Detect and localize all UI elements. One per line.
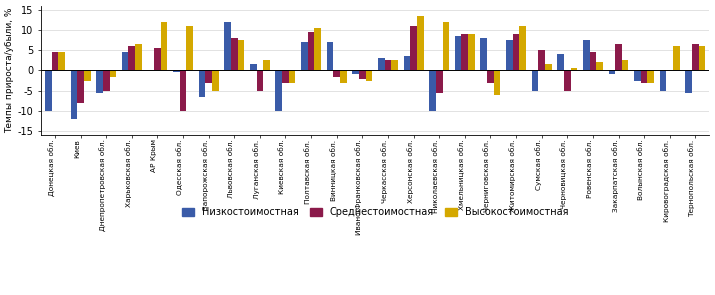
Bar: [135, 44, 142, 71]
Bar: [513, 34, 519, 71]
Bar: [109, 71, 116, 76]
Bar: [506, 40, 513, 71]
Bar: [333, 71, 340, 76]
Bar: [641, 71, 648, 83]
Bar: [122, 52, 129, 71]
Bar: [538, 50, 545, 71]
Bar: [179, 71, 187, 111]
Bar: [634, 71, 641, 81]
Bar: [622, 60, 628, 71]
Bar: [686, 71, 692, 93]
Bar: [327, 42, 333, 71]
Bar: [410, 26, 417, 71]
Bar: [71, 71, 77, 119]
Bar: [187, 26, 193, 71]
Bar: [275, 71, 282, 111]
Bar: [199, 71, 205, 97]
Bar: [225, 22, 231, 71]
Bar: [257, 71, 263, 91]
Bar: [532, 71, 538, 91]
Bar: [494, 71, 500, 95]
Bar: [315, 28, 321, 71]
Bar: [443, 22, 449, 71]
Bar: [692, 44, 699, 71]
Bar: [301, 42, 307, 71]
Bar: [673, 46, 680, 71]
Bar: [487, 71, 494, 83]
Bar: [359, 71, 365, 78]
Bar: [648, 71, 654, 83]
Bar: [352, 71, 359, 74]
Bar: [699, 46, 705, 71]
Bar: [583, 40, 590, 71]
Bar: [58, 52, 65, 71]
Bar: [263, 60, 270, 71]
Bar: [615, 44, 622, 71]
Bar: [564, 71, 571, 91]
Bar: [365, 71, 373, 81]
Bar: [417, 16, 423, 71]
Bar: [212, 71, 219, 91]
Bar: [173, 71, 179, 73]
Bar: [154, 48, 161, 71]
Bar: [545, 64, 552, 71]
Bar: [129, 46, 135, 71]
Bar: [282, 71, 289, 83]
Bar: [385, 60, 391, 71]
Bar: [103, 71, 109, 91]
Bar: [51, 52, 58, 71]
Bar: [403, 56, 410, 71]
Bar: [436, 71, 443, 93]
Bar: [429, 71, 436, 111]
Bar: [455, 36, 461, 71]
Y-axis label: Темпы прироста/убыли, %: Темпы прироста/убыли, %: [6, 8, 14, 133]
Bar: [161, 22, 167, 71]
Bar: [84, 71, 91, 81]
Bar: [289, 71, 295, 83]
Bar: [590, 52, 596, 71]
Bar: [608, 71, 615, 74]
Bar: [45, 71, 51, 111]
Bar: [596, 62, 603, 71]
Legend: Низкостоимостная, Среднестоимостная, Высокостоимостная: Низкостоимостная, Среднестоимостная, Выс…: [178, 204, 572, 221]
Bar: [237, 40, 245, 71]
Bar: [77, 71, 84, 103]
Bar: [571, 68, 577, 71]
Bar: [97, 71, 103, 93]
Bar: [391, 60, 398, 71]
Bar: [660, 71, 666, 91]
Bar: [231, 38, 237, 71]
Bar: [519, 26, 526, 71]
Bar: [480, 38, 487, 71]
Bar: [250, 64, 257, 71]
Bar: [205, 71, 212, 83]
Bar: [461, 34, 468, 71]
Bar: [557, 54, 564, 71]
Bar: [340, 71, 347, 83]
Bar: [468, 34, 475, 71]
Bar: [307, 32, 315, 71]
Bar: [378, 58, 385, 71]
